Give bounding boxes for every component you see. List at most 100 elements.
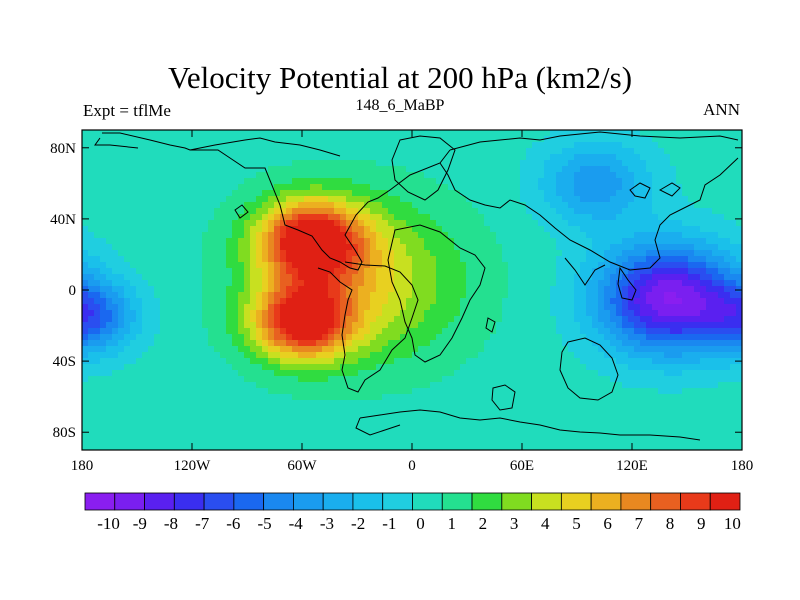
- field-cell: [376, 148, 383, 155]
- field-cell: [202, 304, 209, 311]
- field-cell: [220, 352, 227, 359]
- field-cell: [130, 292, 137, 299]
- field-cell: [556, 220, 563, 227]
- field-cell: [196, 328, 203, 335]
- field-cell: [514, 352, 521, 359]
- field-cell: [166, 160, 173, 167]
- field-cell: [310, 358, 317, 365]
- field-cell: [454, 214, 461, 221]
- field-cell: [388, 208, 395, 215]
- field-cell: [574, 388, 581, 395]
- field-cell: [484, 328, 491, 335]
- field-cell: [520, 340, 527, 347]
- field-cell: [562, 190, 569, 197]
- field-cell: [724, 250, 731, 257]
- field-cell: [190, 352, 197, 359]
- field-cell: [718, 364, 725, 371]
- field-cell: [436, 280, 443, 287]
- field-cell: [424, 298, 431, 305]
- field-cell: [694, 148, 701, 155]
- field-cell: [532, 172, 539, 179]
- field-cell: [682, 232, 689, 239]
- field-cell: [88, 244, 95, 251]
- field-cell: [322, 274, 329, 281]
- field-cell: [430, 370, 437, 377]
- field-cell: [418, 304, 425, 311]
- field-cell: [346, 148, 353, 155]
- field-cell: [388, 292, 395, 299]
- field-cell: [106, 352, 113, 359]
- field-cell: [490, 208, 497, 215]
- field-cell: [256, 262, 263, 269]
- field-cell: [154, 238, 161, 245]
- field-cell: [118, 352, 125, 359]
- field-cell: [250, 268, 257, 275]
- field-cell: [664, 208, 671, 215]
- field-cell: [298, 262, 305, 269]
- field-cell: [484, 226, 491, 233]
- field-cell: [538, 256, 545, 263]
- field-cell: [136, 274, 143, 281]
- field-cell: [286, 310, 293, 317]
- field-cell: [166, 172, 173, 179]
- field-cell: [616, 352, 623, 359]
- field-cell: [382, 352, 389, 359]
- field-cell: [730, 382, 737, 389]
- field-cell: [490, 262, 497, 269]
- field-cell: [628, 340, 635, 347]
- field-cell: [226, 352, 233, 359]
- field-cell: [364, 370, 371, 377]
- field-cell: [532, 370, 539, 377]
- field-cell: [736, 148, 743, 155]
- field-cell: [604, 250, 611, 257]
- field-cell: [358, 232, 365, 239]
- field-cell: [280, 394, 287, 401]
- field-cell: [694, 232, 701, 239]
- field-cell: [268, 298, 275, 305]
- field-cell: [472, 172, 479, 179]
- field-cell: [394, 382, 401, 389]
- field-cell: [676, 364, 683, 371]
- field-cell: [202, 202, 209, 209]
- field-cell: [160, 364, 167, 371]
- field-cell: [628, 136, 635, 143]
- field-cell: [286, 370, 293, 377]
- field-cell: [112, 244, 119, 251]
- field-cell: [352, 382, 359, 389]
- field-cell: [124, 196, 131, 203]
- field-cell: [286, 286, 293, 293]
- field-cell: [400, 316, 407, 323]
- field-cell: [526, 346, 533, 353]
- field-cell: [112, 136, 119, 143]
- field-cell: [250, 370, 257, 377]
- field-cell: [574, 370, 581, 377]
- field-cell: [568, 370, 575, 377]
- field-cell: [292, 274, 299, 281]
- field-cell: [652, 220, 659, 227]
- field-cell: [400, 298, 407, 305]
- field-cell: [718, 316, 725, 323]
- field-cell: [634, 250, 641, 257]
- field-cell: [172, 238, 179, 245]
- field-cell: [652, 214, 659, 221]
- field-cell: [400, 172, 407, 179]
- field-cell: [376, 382, 383, 389]
- field-cell: [184, 232, 191, 239]
- field-cell: [142, 208, 149, 215]
- field-cell: [382, 208, 389, 215]
- field-cell: [130, 208, 137, 215]
- field-cell: [490, 316, 497, 323]
- field-cell: [274, 274, 281, 281]
- field-cell: [148, 304, 155, 311]
- field-cell: [94, 316, 101, 323]
- field-cell: [418, 184, 425, 191]
- field-cell: [106, 244, 113, 251]
- field-cell: [376, 154, 383, 161]
- field-cell: [502, 238, 509, 245]
- field-cell: [178, 142, 185, 149]
- field-cell: [700, 262, 707, 269]
- field-cell: [496, 394, 503, 401]
- field-cell: [520, 172, 527, 179]
- field-cell: [166, 382, 173, 389]
- field-cell: [142, 202, 149, 209]
